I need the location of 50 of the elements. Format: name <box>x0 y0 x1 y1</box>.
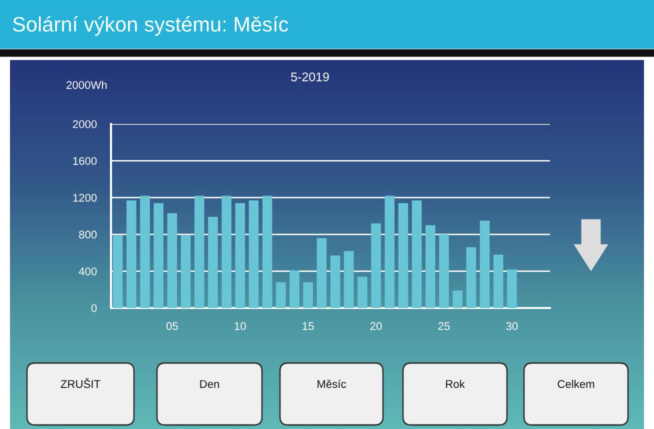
bar <box>140 196 150 308</box>
bar <box>126 200 136 308</box>
bar <box>222 196 232 308</box>
y-tick-label: 1200 <box>73 194 97 202</box>
y-tick-label: 1600 <box>73 157 97 165</box>
y-tick-label: 800 <box>79 230 97 239</box>
x-tick-label: 30 <box>506 322 518 330</box>
x-tick-label: 10 <box>234 322 246 330</box>
text: Celkem <box>558 380 594 388</box>
bar <box>208 216 218 308</box>
x-tick-label: 15 <box>302 322 314 330</box>
chart-title: Solární výkon systému: Měsíc <box>12 16 288 36</box>
x-tick-label: 05 <box>166 322 178 330</box>
y-tick-label: 0 <box>91 304 97 312</box>
bar <box>384 196 395 308</box>
bar <box>194 196 204 308</box>
bar <box>371 223 381 308</box>
bar <box>466 247 476 308</box>
bar <box>344 250 354 308</box>
bar <box>493 254 504 308</box>
text: Měsíc <box>318 380 346 388</box>
bar <box>316 238 327 308</box>
bar <box>167 213 178 308</box>
bar <box>303 282 313 308</box>
bar <box>507 269 517 308</box>
y-axis-title: 2000Wh <box>66 80 107 89</box>
bar <box>276 282 286 308</box>
chart-subtitle: 5-2019 <box>291 72 329 82</box>
bar <box>262 196 272 308</box>
bar <box>235 203 246 308</box>
bar <box>439 234 449 308</box>
bar <box>248 200 259 308</box>
y-tick-label: 2000 <box>72 120 97 128</box>
bar <box>358 276 368 308</box>
x-tick-label: 25 <box>438 322 450 330</box>
bar <box>290 270 300 308</box>
bar <box>330 256 340 308</box>
bar <box>112 235 123 308</box>
text: Rok <box>446 380 465 388</box>
bar <box>480 220 490 308</box>
bar <box>398 203 408 308</box>
bar <box>180 235 191 308</box>
bar <box>452 290 462 308</box>
y-tick-label: 400 <box>78 267 97 276</box>
x-tick-label: 20 <box>370 322 382 330</box>
bar <box>426 225 436 308</box>
bar <box>154 203 164 308</box>
text: ZRUŠIT <box>60 378 100 388</box>
bar <box>412 200 422 308</box>
text: Den <box>200 380 219 388</box>
